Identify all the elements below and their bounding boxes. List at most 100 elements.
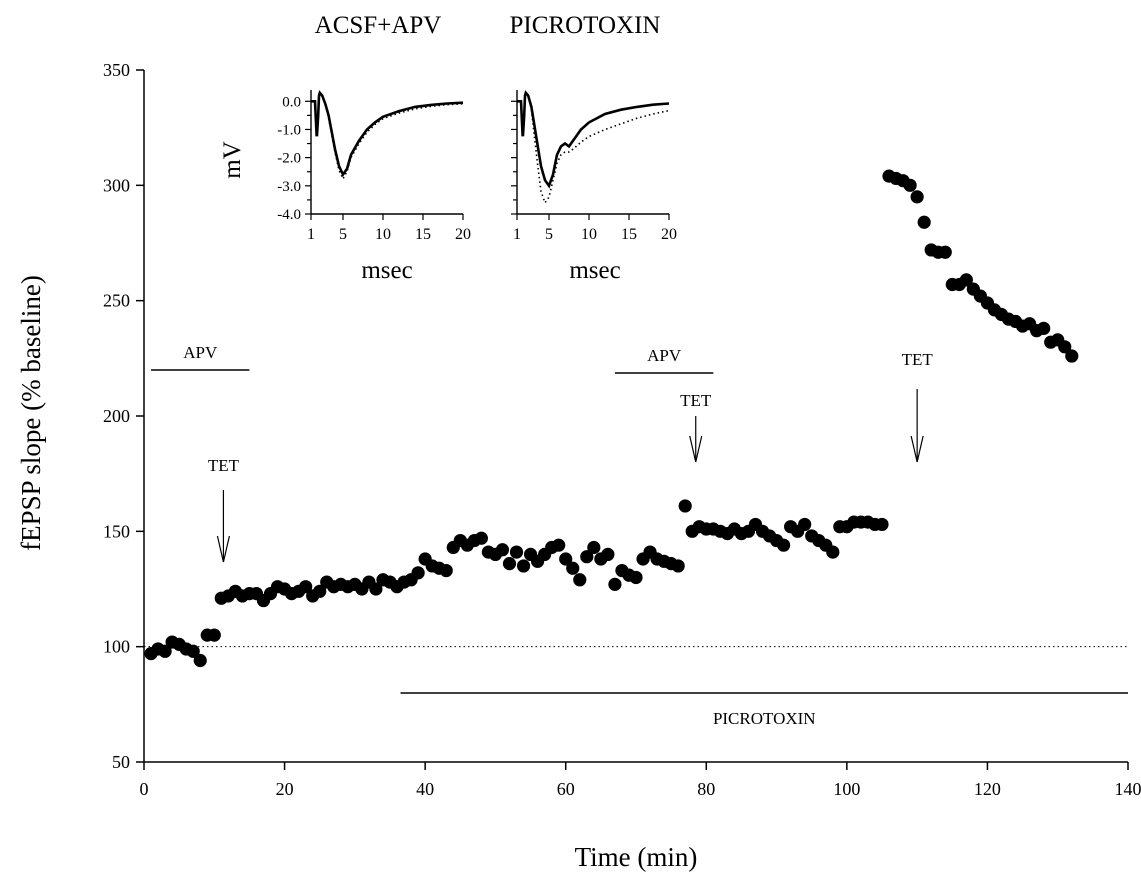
- inset-x-tick-label: 15: [415, 226, 431, 243]
- data-points: [144, 169, 1079, 668]
- inset-title-acsf-apv: ACSF+APV: [315, 12, 442, 39]
- data-point: [313, 584, 327, 598]
- data-point: [608, 577, 622, 591]
- x-tick-label: 100: [833, 779, 860, 799]
- x-tick-label: 120: [974, 779, 1001, 799]
- data-point: [411, 566, 425, 580]
- data-point: [207, 628, 221, 642]
- inset-x-tick-label: 1: [307, 226, 315, 243]
- inset-trace-acsf-apv: ACSF+APV 0.0-1.0-2.0-3.0-4.01 5 10 15 20 mse…: [219, 12, 471, 284]
- y-tick-label: 350: [103, 60, 130, 80]
- data-point: [516, 559, 531, 573]
- data-point: [502, 557, 517, 571]
- tet-arrow-2: [689, 416, 703, 463]
- data-point: [369, 582, 383, 596]
- apv-label-1: APV: [183, 343, 218, 362]
- tet-label-3: TET: [902, 350, 934, 369]
- arrow-head: [689, 435, 703, 463]
- data-point: [566, 561, 580, 575]
- data-point: [193, 653, 207, 668]
- y-axis-label: fEPSP slope (% baseline): [16, 275, 46, 551]
- y-tick-label: 150: [103, 521, 130, 541]
- x-tick-label: 60: [557, 779, 575, 799]
- inset-x-tick-label: 1: [513, 226, 521, 243]
- data-point: [917, 215, 931, 229]
- x-tick-label: 80: [697, 779, 715, 799]
- data-point: [439, 563, 453, 578]
- x-tick-label: 0: [140, 779, 149, 799]
- inset-x-tick-label: 20: [661, 226, 677, 243]
- inset-title-picrotoxin: PICROTOXIN: [510, 12, 661, 39]
- inset-axes: 1 5 10 15 20: [511, 90, 677, 243]
- data-point: [474, 531, 488, 545]
- arrow-head: [216, 535, 231, 563]
- y-tick-label: 50: [112, 752, 130, 772]
- inset-axes: 0.0-1.0-2.0-3.0-4.01 5 10 15 20: [277, 90, 471, 243]
- data-point: [559, 552, 573, 566]
- x-ticks: 0 20 40 60 80 100 120 140: [140, 762, 1141, 799]
- x-tick-label: 20: [276, 779, 294, 799]
- y-tick-label: 200: [103, 406, 130, 426]
- data-point: [826, 545, 840, 559]
- inset-x-tick-label: 5: [545, 226, 553, 243]
- inset-y-tick-label: -3.0: [277, 179, 301, 195]
- data-point: [299, 580, 313, 594]
- tet-label-2: TET: [680, 391, 712, 410]
- x-tick-label: 40: [416, 779, 434, 799]
- data-point: [903, 178, 917, 192]
- data-point: [158, 644, 172, 658]
- inset-x-axis-label: msec: [569, 257, 620, 284]
- data-point: [580, 550, 594, 564]
- tet-label-1: TET: [208, 456, 240, 475]
- y-tick-label: 100: [103, 637, 130, 657]
- tet-arrow-1: [216, 490, 231, 563]
- data-point: [671, 559, 685, 573]
- inset-x-tick-label: 20: [455, 226, 471, 243]
- data-point: [629, 570, 643, 585]
- data-point: [777, 538, 791, 552]
- picrotoxin-label: PICROTOXIN: [713, 709, 816, 728]
- arrow-head: [910, 435, 924, 463]
- data-point: [552, 538, 566, 552]
- inset-trace-picrotoxin: PICROTOXIN 1 5 10 15 20 msec: [510, 12, 677, 284]
- inset-x-tick-label: 15: [621, 226, 637, 243]
- data-point: [1058, 340, 1072, 354]
- data-point: [186, 644, 200, 658]
- data-point: [938, 245, 952, 259]
- data-point: [875, 517, 889, 532]
- data-point: [495, 543, 510, 557]
- y-tick-label: 300: [103, 175, 130, 195]
- data-point: [573, 573, 587, 587]
- data-point: [798, 517, 812, 532]
- inset-x-axis-label: msec: [361, 257, 412, 284]
- data-point: [910, 190, 924, 204]
- inset-y-axis-label: mV: [219, 141, 246, 179]
- inset-traces: [517, 90, 670, 205]
- x-axis-label: Time (min): [575, 842, 698, 872]
- data-point: [959, 273, 973, 287]
- data-point: [678, 499, 692, 513]
- inset-x-tick-label: 10: [581, 226, 597, 243]
- trace-dotted: [517, 91, 670, 205]
- y-ticks: 50 100 150 200 250 300 350: [103, 60, 144, 772]
- annotations: APV APV TET TET TET PICROTOXIN: [151, 343, 1128, 728]
- y-tick-label: 250: [103, 291, 130, 311]
- data-point: [587, 540, 601, 555]
- trace-solid: [517, 90, 670, 189]
- inset-y-tick-label: -1.0: [277, 122, 301, 138]
- tet-arrow-3: [910, 389, 924, 463]
- x-tick-label: 140: [1115, 779, 1141, 799]
- inset-y-tick-label: -4.0: [277, 207, 301, 223]
- inset-x-tick-label: 10: [375, 226, 391, 243]
- inset-x-tick-label: 5: [339, 226, 347, 243]
- inset-traces: [311, 90, 464, 181]
- data-point: [1037, 321, 1051, 335]
- data-point: [1065, 349, 1079, 363]
- data-point: [509, 545, 524, 559]
- trace-solid: [311, 90, 464, 178]
- apv-label-2: APV: [647, 346, 682, 365]
- data-point: [601, 547, 615, 562]
- inset-y-tick-label: -2.0: [277, 151, 301, 167]
